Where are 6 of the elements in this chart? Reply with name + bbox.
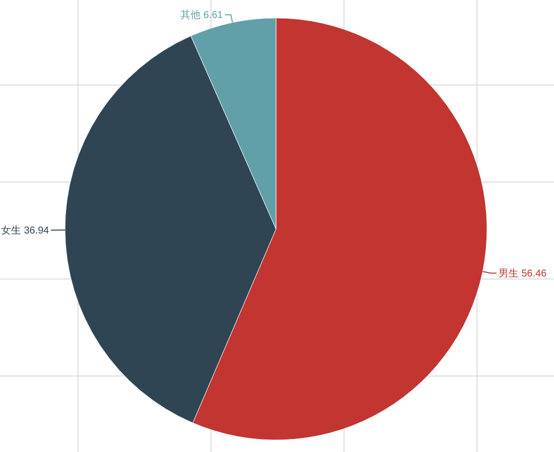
slice-label: 其他 (180, 9, 200, 22)
data-label: 36.94 (24, 226, 50, 237)
slice-label: 女生 (0, 224, 21, 237)
slice-label: 男生 (498, 268, 519, 280)
data-label: 6.61 (203, 10, 224, 22)
data-label: 56.46 (522, 268, 547, 280)
